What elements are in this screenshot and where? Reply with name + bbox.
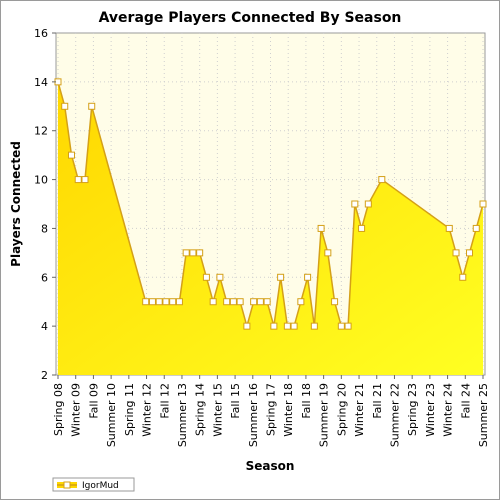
x-tick-label: Spring 08 xyxy=(52,383,65,436)
data-point xyxy=(175,298,183,306)
y-tick-label: 14 xyxy=(34,76,48,89)
data-point xyxy=(209,298,217,306)
data-point xyxy=(479,200,487,208)
data-point xyxy=(155,298,163,306)
legend-label: IgorMud xyxy=(82,481,119,491)
x-tick-label: Winter 15 xyxy=(211,383,224,437)
y-axis: 2 4 6 8 10 12 14 16 xyxy=(34,27,56,382)
x-tick-label: Fall 24 xyxy=(459,383,472,419)
series-markers xyxy=(54,78,487,330)
legend: IgorMud xyxy=(52,477,135,492)
x-tick-label: Spring 11 xyxy=(123,383,136,436)
x-tick-label: Fall 09 xyxy=(87,383,100,419)
data-point xyxy=(256,298,264,306)
y-tick-label: 12 xyxy=(34,125,48,138)
data-point xyxy=(148,298,156,306)
data-point xyxy=(337,322,345,330)
data-point xyxy=(162,298,170,306)
data-point xyxy=(202,273,210,281)
x-tick-label: Fall 15 xyxy=(229,383,242,419)
data-point xyxy=(317,224,325,232)
chart-title: Average Players Connected By Season xyxy=(99,10,402,26)
data-point xyxy=(290,322,298,330)
x-axis-title: Season xyxy=(246,459,295,473)
data-point xyxy=(81,176,89,184)
data-point xyxy=(358,224,366,232)
data-point xyxy=(223,298,231,306)
x-tick-label: Fall 12 xyxy=(158,383,171,419)
y-tick-label: 8 xyxy=(41,222,48,235)
x-tick-label: Spring 14 xyxy=(194,383,207,436)
x-tick-label: Winter 23 xyxy=(424,383,437,437)
y-tick-label: 6 xyxy=(41,271,48,284)
x-tick-label: Fall 21 xyxy=(371,383,384,419)
x-tick-label: Winter 21 xyxy=(353,383,366,437)
data-point xyxy=(243,322,251,330)
data-point xyxy=(182,249,190,257)
x-tick-label: Summer 16 xyxy=(247,383,260,447)
data-point xyxy=(304,273,312,281)
x-tick-label: Spring 20 xyxy=(335,383,348,436)
x-tick-label: Spring 23 xyxy=(406,383,419,436)
data-point xyxy=(445,224,453,232)
data-point xyxy=(283,322,291,330)
x-tick-label: Winter 09 xyxy=(70,383,83,437)
x-tick-label: Winter 18 xyxy=(282,383,295,437)
data-point xyxy=(142,298,150,306)
data-point xyxy=(229,298,237,306)
data-point xyxy=(263,298,271,306)
legend-marker xyxy=(63,481,71,489)
data-point xyxy=(74,176,82,184)
data-point xyxy=(378,176,386,184)
x-tick-label: Summer 22 xyxy=(388,383,401,447)
x-tick-label: Summer 10 xyxy=(105,383,118,447)
data-point xyxy=(169,298,177,306)
data-point xyxy=(472,224,480,232)
data-point xyxy=(196,249,204,257)
data-point xyxy=(331,298,339,306)
data-point xyxy=(189,249,197,257)
x-tick-label: Fall 18 xyxy=(300,383,313,419)
x-tick-label: Winter 24 xyxy=(442,383,455,437)
data-point xyxy=(310,322,318,330)
y-tick-label: 16 xyxy=(34,27,48,40)
data-point xyxy=(297,298,305,306)
data-point xyxy=(344,322,352,330)
x-tick-label: Winter 12 xyxy=(141,383,154,437)
data-point xyxy=(324,249,332,257)
x-tick-label: Summer 19 xyxy=(318,383,331,447)
data-point xyxy=(67,151,75,159)
data-point xyxy=(364,200,372,208)
y-axis-title: Players Connected xyxy=(9,141,23,267)
data-point xyxy=(270,322,278,330)
data-point xyxy=(250,298,258,306)
data-point xyxy=(216,273,224,281)
x-tick-label: Summer 25 xyxy=(477,383,490,447)
data-point xyxy=(88,102,96,110)
data-point xyxy=(236,298,244,306)
data-point xyxy=(351,200,359,208)
x-tick-label: Spring 17 xyxy=(265,383,278,436)
data-point xyxy=(61,102,69,110)
data-point xyxy=(459,273,467,281)
x-tick-label: Summer 13 xyxy=(176,383,189,447)
data-point xyxy=(277,273,285,281)
data-point xyxy=(452,249,460,257)
x-axis: Spring 08 Winter 09 Fall 09 Summer 10 Spring… xyxy=(52,375,490,447)
y-tick-label: 10 xyxy=(34,174,48,187)
y-tick-label: 2 xyxy=(41,369,48,382)
y-tick-label: 4 xyxy=(41,320,48,333)
data-point xyxy=(466,249,474,257)
